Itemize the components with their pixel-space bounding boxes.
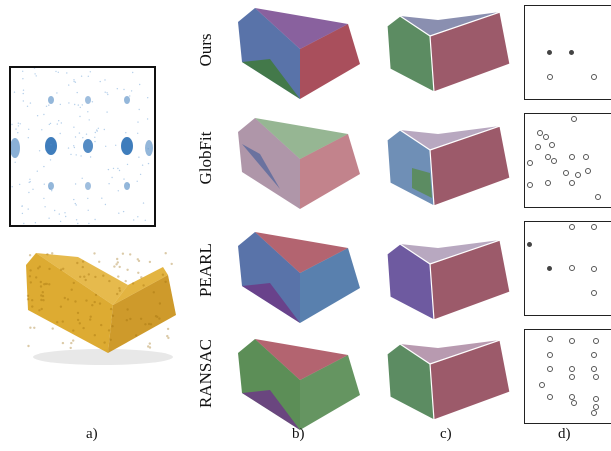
segmented-clouds-column bbox=[238, 8, 360, 430]
row-label-pearl: PEARL bbox=[196, 243, 216, 297]
col-label-c: c) bbox=[440, 426, 452, 442]
scatter-pearl bbox=[524, 221, 611, 316]
density-map-panel bbox=[9, 66, 156, 227]
segmented-cloud-ours bbox=[238, 8, 360, 99]
segmented-cloud-ransac bbox=[238, 339, 360, 430]
col-label-b: b) bbox=[292, 426, 305, 442]
segmented-cloud-pearl bbox=[238, 232, 360, 323]
scatter-ours bbox=[524, 5, 611, 100]
row-label-globfit: GlobFit bbox=[196, 131, 215, 185]
col-label-d: d) bbox=[558, 426, 571, 442]
reconstructions-column bbox=[386, 11, 511, 422]
scatter-globfit bbox=[524, 113, 611, 208]
col-label-a: a) bbox=[86, 426, 98, 442]
reconstruction-globfit bbox=[386, 125, 511, 208]
row-label-ransac: RANSAC bbox=[196, 339, 215, 408]
reconstruction-ours bbox=[386, 11, 511, 94]
row-label-pearl-text: PEARL bbox=[196, 243, 215, 297]
reconstruction-ransac bbox=[386, 339, 511, 422]
input-point-cloud-image bbox=[26, 252, 176, 365]
row-label-ours: Ours bbox=[196, 33, 215, 67]
input-point-cloud bbox=[18, 245, 178, 370]
density-map-image bbox=[11, 68, 153, 225]
reconstruction-pearl bbox=[386, 239, 511, 322]
segmented-cloud-globfit bbox=[238, 118, 360, 209]
scatter-ransac bbox=[524, 329, 611, 424]
